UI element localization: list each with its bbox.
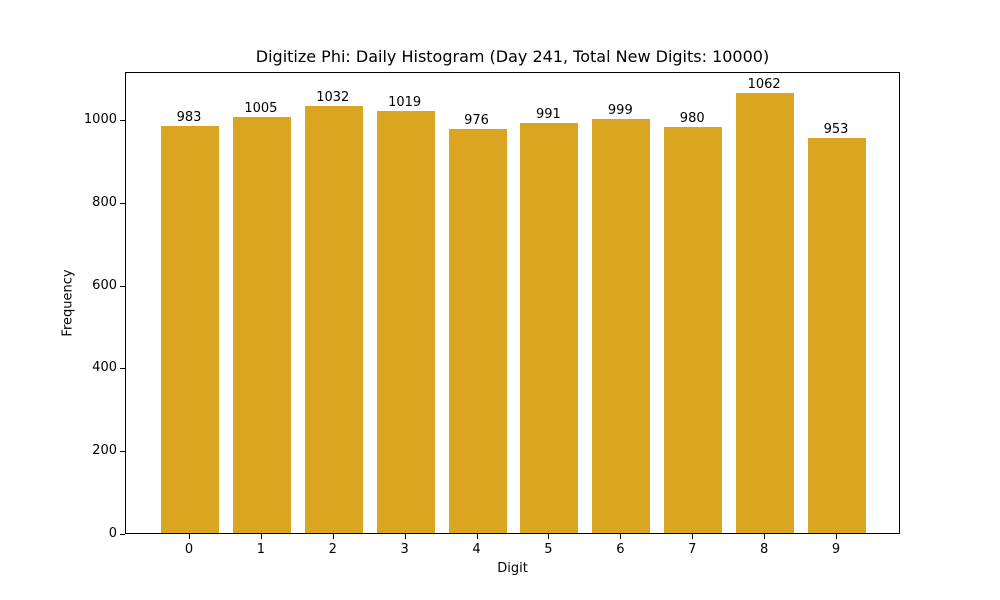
x-tick-mark [692, 534, 694, 539]
bar-value-label: 1062 [747, 77, 781, 93]
y-tick-label: 0 [108, 526, 117, 541]
plot-area [125, 72, 900, 534]
bar-digit-4 [448, 128, 507, 533]
bar-digit-7 [664, 127, 723, 533]
x-tick-mark [620, 534, 622, 539]
bar-value-label: 1005 [244, 100, 278, 116]
y-tick-label: 800 [92, 194, 117, 210]
y-tick-mark [120, 451, 125, 453]
bar-digit-9 [808, 138, 866, 533]
x-tick-label: 2 [328, 542, 337, 557]
x-tick-mark [260, 534, 262, 539]
bar-digit-3 [376, 111, 435, 533]
y-tick-label: 600 [92, 277, 117, 293]
bar-digit-5 [520, 122, 579, 533]
bar-value-label: 983 [176, 110, 202, 126]
bar-value-label: 1032 [316, 89, 350, 105]
y-tick-label: 1000 [83, 112, 117, 128]
x-tick-mark [836, 534, 837, 539]
bar-digit-6 [592, 119, 651, 533]
x-tick-label: 7 [688, 542, 697, 557]
x-tick-mark [189, 534, 190, 539]
bar-value-label: 976 [464, 112, 489, 128]
x-tick-mark [332, 534, 334, 539]
x-tick-label: 8 [759, 542, 769, 557]
y-tick-label: 400 [92, 360, 117, 376]
y-tick-mark [120, 202, 125, 204]
bar-value-label: 999 [607, 103, 633, 119]
y-tick-mark [120, 368, 125, 370]
bar-digit-1 [232, 116, 291, 533]
y-tick-label: 200 [92, 443, 117, 459]
bar-value-label: 1019 [388, 95, 422, 111]
x-tick-label: 0 [184, 542, 194, 557]
x-tick-label: 9 [831, 542, 841, 557]
x-tick-label: 6 [616, 542, 625, 557]
x-tick-mark [404, 534, 406, 539]
x-tick-label: 1 [256, 542, 266, 557]
y-tick-mark [120, 285, 125, 287]
bar-digit-8 [736, 93, 795, 533]
y-tick-mark [120, 534, 125, 535]
x-tick-label: 4 [472, 542, 481, 557]
bar-value-label: 991 [536, 106, 561, 122]
x-axis-label: Digit [497, 561, 528, 576]
y-tick-mark [120, 120, 125, 122]
x-tick-mark [548, 534, 550, 539]
bar-digit-0 [161, 126, 219, 533]
chart-title: Digitize Phi: Daily Histogram (Day 241, … [255, 47, 770, 66]
bar-value-label: 953 [823, 122, 849, 138]
x-tick-label: 5 [544, 542, 553, 557]
bar-digit-2 [304, 105, 363, 533]
x-tick-mark [476, 534, 478, 539]
x-tick-mark [764, 534, 766, 539]
x-tick-label: 3 [400, 542, 409, 557]
bar-value-label: 980 [679, 111, 705, 127]
